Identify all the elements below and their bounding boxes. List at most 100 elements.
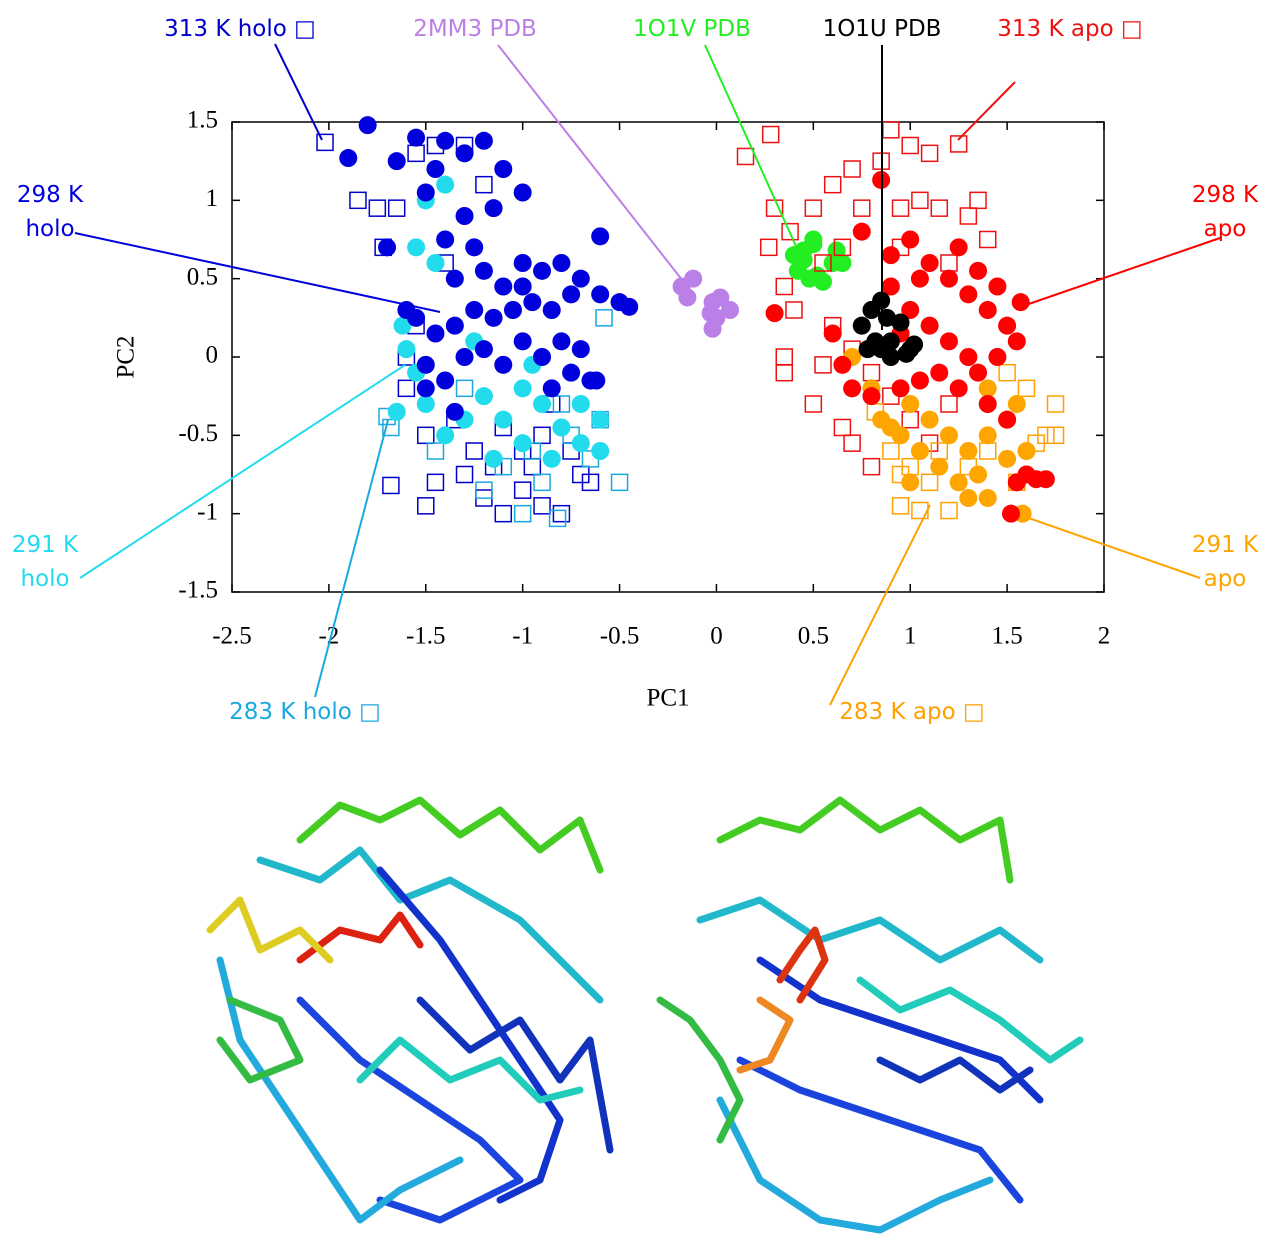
point [474, 387, 493, 406]
series-label: 298 K holo [16, 182, 84, 242]
square-point [940, 501, 958, 520]
point [436, 426, 455, 445]
point [503, 301, 522, 319]
square-point [804, 199, 823, 217]
square-point [417, 426, 435, 445]
series-label: 298 K apo [1191, 182, 1259, 242]
point [513, 332, 532, 351]
point [474, 131, 493, 150]
square-point [775, 348, 794, 366]
point [765, 304, 784, 323]
square-point [853, 199, 871, 217]
point [852, 222, 871, 241]
point [562, 363, 581, 382]
point [393, 316, 412, 335]
square-point [998, 363, 1016, 382]
square-point [804, 395, 823, 413]
square-point [316, 133, 334, 152]
point [533, 261, 552, 280]
point [552, 418, 571, 437]
point [445, 269, 464, 288]
point [978, 395, 997, 413]
point [939, 426, 958, 445]
point [484, 199, 503, 218]
point [881, 332, 900, 351]
point [436, 371, 455, 390]
point [416, 395, 435, 413]
point [542, 449, 561, 468]
point [455, 144, 474, 163]
point [930, 457, 949, 476]
point [852, 316, 871, 335]
point [387, 152, 406, 171]
point [416, 355, 435, 374]
square-point [581, 473, 600, 492]
square-point [920, 144, 939, 163]
point [465, 238, 484, 257]
square-point [940, 254, 958, 272]
leader-line [829, 504, 931, 706]
point [978, 301, 997, 319]
square-point [760, 238, 778, 257]
square-point [920, 473, 939, 492]
point [969, 261, 988, 280]
leader-line [1019, 237, 1221, 308]
y-tick-label: 0 [206, 342, 219, 369]
point [620, 297, 639, 316]
square-point [1037, 426, 1055, 445]
point [513, 183, 532, 202]
point [484, 449, 503, 468]
square-point [775, 363, 794, 382]
point [1007, 473, 1026, 492]
square-point [533, 426, 551, 445]
leaders [74, 43, 1221, 706]
square-point [513, 481, 532, 499]
series-label: 291 K holo [11, 532, 79, 592]
point [920, 254, 939, 272]
series-label: 283 K holo □ [229, 699, 381, 725]
square-point [949, 135, 968, 153]
protein-structure-right [656, 796, 1084, 1234]
square-point [862, 363, 881, 382]
square-point [1046, 426, 1065, 445]
square-point [417, 497, 435, 515]
series-label: 313 K holo □ [164, 16, 316, 42]
point [1017, 442, 1036, 460]
square-point [426, 473, 445, 492]
square-point [969, 191, 987, 210]
square-point [552, 395, 571, 413]
square-point [552, 504, 571, 523]
point [474, 340, 493, 359]
point [542, 379, 561, 398]
square-point [843, 434, 861, 452]
square-point [475, 481, 493, 499]
point [988, 348, 1007, 366]
point [833, 355, 852, 374]
point [387, 402, 406, 421]
point [591, 227, 610, 246]
point [416, 379, 435, 398]
square-point [862, 457, 881, 476]
point [523, 293, 542, 312]
square-point [465, 442, 483, 460]
square-point [891, 497, 910, 515]
point [513, 434, 532, 453]
point [959, 285, 978, 304]
square-point [882, 121, 900, 139]
point [711, 288, 730, 307]
point [378, 238, 397, 257]
point [843, 379, 862, 398]
x-tick-label: -2 [318, 623, 339, 650]
y-tick-label: 1.5 [187, 107, 218, 134]
series-label: 2MM3 PDB [413, 16, 537, 42]
point [542, 301, 561, 319]
x-tick-label: -1 [512, 623, 533, 650]
point [684, 269, 703, 288]
point [910, 442, 929, 460]
point [969, 465, 988, 484]
point [910, 269, 929, 288]
point [949, 238, 968, 257]
point [978, 489, 997, 507]
point [891, 379, 910, 398]
